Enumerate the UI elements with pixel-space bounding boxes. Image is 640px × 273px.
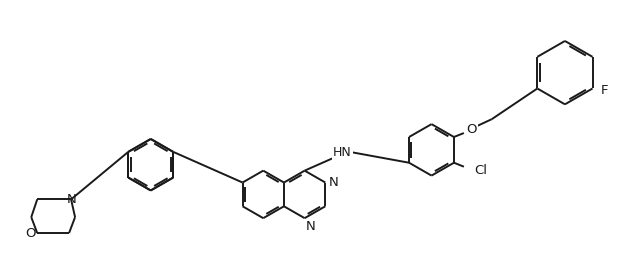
Text: F: F [600,84,608,97]
Text: Cl: Cl [474,164,487,177]
Text: O: O [26,227,36,239]
Text: N: N [67,193,77,206]
Text: O: O [467,123,477,136]
Text: HN: HN [333,146,352,159]
Text: N: N [328,176,338,189]
Text: N: N [306,220,316,233]
